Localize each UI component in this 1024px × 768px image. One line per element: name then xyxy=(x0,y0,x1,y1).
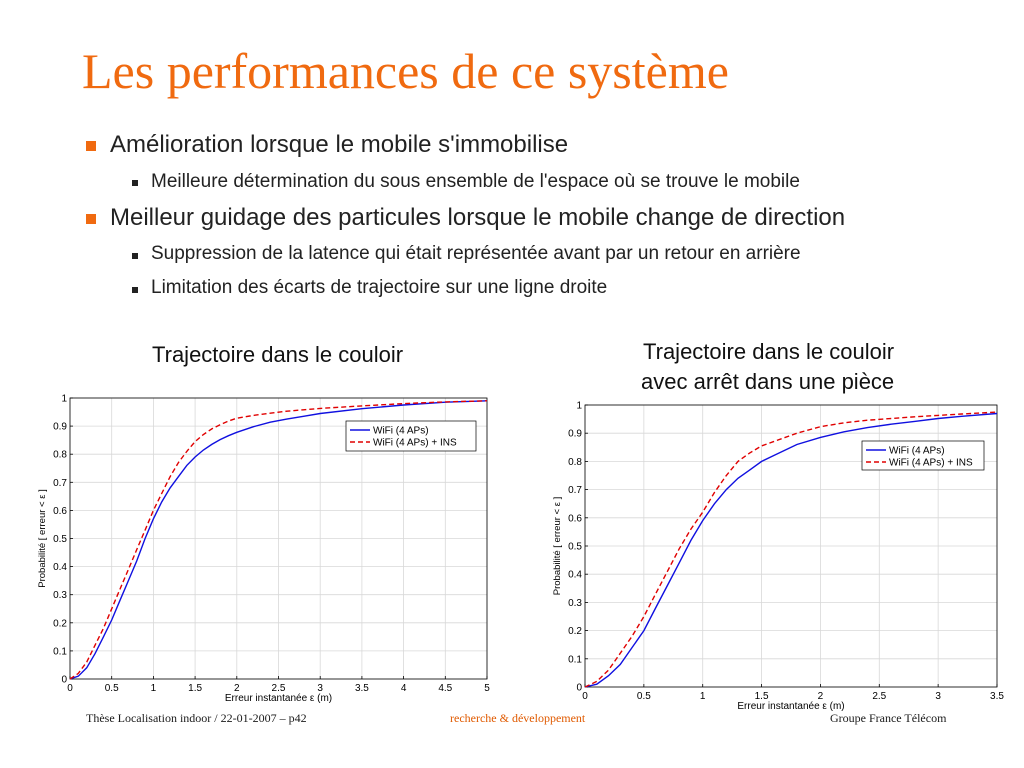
y-tick-label: 0.8 xyxy=(53,450,67,461)
y-tick-label: 0.3 xyxy=(568,598,582,609)
plot-frame xyxy=(584,404,998,688)
x-tick-label: 1 xyxy=(151,683,157,694)
series-line-1 xyxy=(584,411,998,688)
x-tick-label: 2.5 xyxy=(272,683,286,694)
x-tick-label: 1.5 xyxy=(755,691,769,702)
x-tick-label: 1 xyxy=(700,691,706,702)
bullet-marker xyxy=(86,214,96,224)
y-tick-label: 0 xyxy=(576,683,582,694)
footer-center: recherche & développement xyxy=(450,711,586,725)
legend-label-0: WiFi (4 APs) xyxy=(889,446,945,457)
x-tick-label: 1.5 xyxy=(188,683,202,694)
y-tick-label: 0.6 xyxy=(568,513,582,524)
legend-label-0: WiFi (4 APs) xyxy=(373,426,429,437)
y-axis-label: Probabilité [ erreur < ε ] xyxy=(37,489,48,588)
bullet-marker xyxy=(132,253,138,259)
x-tick-label: 0 xyxy=(67,683,73,694)
bullet-marker xyxy=(86,141,96,151)
y-tick-label: 0.3 xyxy=(53,590,67,601)
y-tick-label: 0.2 xyxy=(53,618,67,629)
bullet-level-1: Amélioration lorsque le mobile s'immobil… xyxy=(110,131,569,158)
y-tick-label: 0.5 xyxy=(568,542,582,553)
bullet-level-2: Meilleure détermination du sous ensemble… xyxy=(151,171,800,192)
plot-area xyxy=(585,405,997,687)
x-axis-label: Erreur instantanée ε (m) xyxy=(737,701,844,712)
x-tick-label: 3 xyxy=(317,683,323,694)
y-tick-label: 0.8 xyxy=(568,457,582,468)
y-tick-label: 0.2 xyxy=(568,626,582,637)
y-tick-label: 0.7 xyxy=(568,485,582,496)
y-tick-label: 1 xyxy=(576,401,582,412)
plot-frame xyxy=(69,397,488,680)
y-tick-label: 0.1 xyxy=(53,646,67,657)
x-tick-label: 4.5 xyxy=(438,683,452,694)
y-tick-label: 0.9 xyxy=(53,422,67,433)
series-line-0 xyxy=(69,400,488,680)
bullet-level-2: Limitation des écarts de trajectoire sur… xyxy=(151,277,608,298)
y-tick-label: 0.4 xyxy=(568,570,582,581)
legend-label-1: WiFi (4 APs) + INS xyxy=(373,438,457,449)
series-line-1 xyxy=(69,400,488,680)
plot-area xyxy=(70,398,487,679)
x-tick-label: 2 xyxy=(818,691,824,702)
chart-caption-right-line1: Trajectoire dans le couloir xyxy=(643,339,895,364)
series-line-0 xyxy=(584,412,998,688)
x-tick-label: 0 xyxy=(582,691,588,702)
x-tick-label: 2.5 xyxy=(872,691,886,702)
x-axis-label: Erreur instantanée ε (m) xyxy=(225,693,332,704)
y-tick-label: 0.9 xyxy=(568,429,582,440)
legend-box xyxy=(861,440,985,471)
x-tick-label: 5 xyxy=(484,683,490,694)
y-axis-label: Probabilité [ erreur < ε ] xyxy=(552,497,563,596)
slide-title: Les performances de ce système xyxy=(82,43,729,99)
y-tick-label: 0.7 xyxy=(53,478,67,489)
x-tick-label: 3.5 xyxy=(355,683,369,694)
y-tick-label: 0 xyxy=(61,675,67,686)
y-tick-label: 0.4 xyxy=(53,562,67,573)
y-tick-label: 0.5 xyxy=(53,534,67,545)
chart-caption-left: Trajectoire dans le couloir xyxy=(152,342,404,367)
x-tick-label: 2 xyxy=(234,683,240,694)
bullet-marker xyxy=(132,287,138,293)
y-tick-label: 0.6 xyxy=(53,506,67,517)
bullet-marker xyxy=(132,180,138,186)
x-tick-label: 0.5 xyxy=(637,691,651,702)
bullet-level-1: Meilleur guidage des particules lorsque … xyxy=(110,204,846,231)
footer-left: Thèse Localisation indoor / 22-01-2007 –… xyxy=(86,711,307,725)
footer-right: Groupe France Télécom xyxy=(830,711,947,725)
legend-label-1: WiFi (4 APs) + INS xyxy=(889,458,973,469)
x-tick-label: 3 xyxy=(935,691,941,702)
bullet-level-2: Suppression de la latence qui était repr… xyxy=(151,243,801,264)
x-tick-label: 4 xyxy=(401,683,407,694)
y-tick-label: 0.1 xyxy=(568,654,582,665)
chart-caption-right-line2: avec arrêt dans une pièce xyxy=(641,369,895,394)
x-tick-label: 0.5 xyxy=(105,683,119,694)
legend-box xyxy=(345,420,477,452)
x-tick-label: 3.5 xyxy=(990,691,1004,702)
y-tick-label: 1 xyxy=(61,394,67,405)
